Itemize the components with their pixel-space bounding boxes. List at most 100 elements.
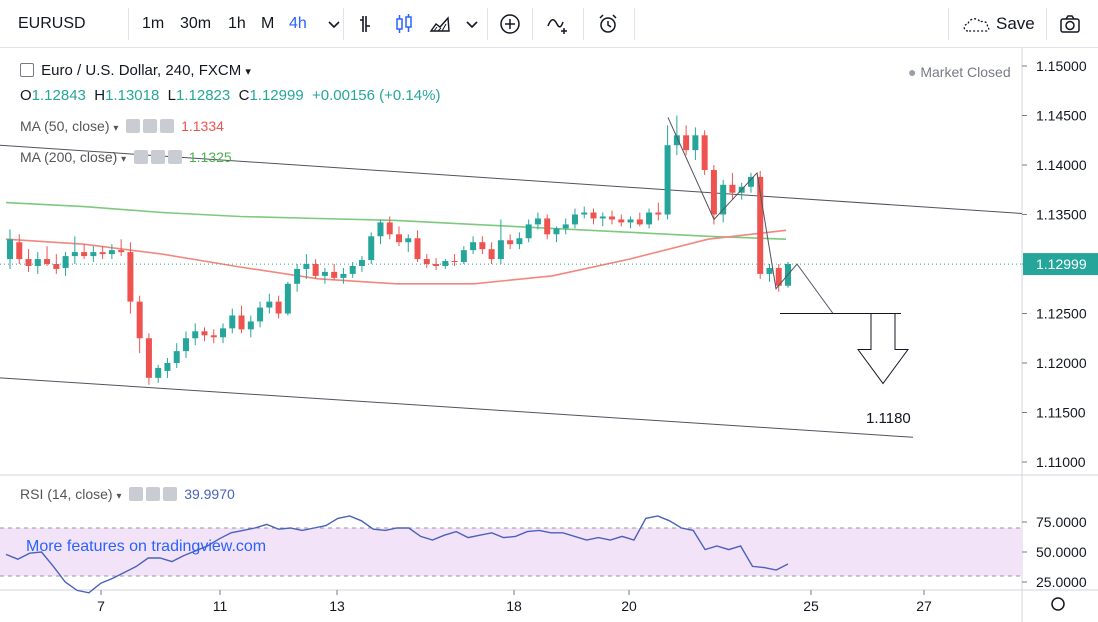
candle-body bbox=[118, 250, 125, 253]
legend-title: Euro / U.S. Dollar, 240, FXCM bbox=[41, 62, 242, 79]
eye-icon[interactable] bbox=[129, 487, 144, 501]
interval-1h[interactable]: 1h bbox=[228, 15, 246, 32]
alarm-icon[interactable] bbox=[596, 12, 620, 36]
symbol-search[interactable]: EURUSD bbox=[18, 15, 86, 32]
low-value: 1.12823 bbox=[176, 87, 231, 104]
time-tick-label: 11 bbox=[213, 598, 228, 614]
candle-body bbox=[53, 264, 60, 269]
toolbar-divider bbox=[343, 8, 344, 40]
candle-body bbox=[90, 252, 97, 257]
close-label: C bbox=[238, 87, 250, 104]
price-tick-label: 1.14000 bbox=[1036, 157, 1087, 173]
market-status-text: Market Closed bbox=[920, 64, 1011, 80]
chevron-down-icon[interactable]: ▾ bbox=[121, 154, 127, 165]
chevron-down-icon[interactable] bbox=[322, 12, 346, 36]
candle-body bbox=[396, 234, 402, 243]
price-tick-label: 1.14500 bbox=[1036, 108, 1087, 124]
candle-body bbox=[136, 301, 143, 339]
chevron-down-icon[interactable]: ▾ bbox=[113, 123, 119, 134]
interval-30m[interactable]: 30m bbox=[180, 15, 212, 32]
candle-body bbox=[646, 212, 653, 225]
collapse-legend-icon[interactable] bbox=[20, 63, 34, 77]
close-icon[interactable] bbox=[167, 150, 182, 164]
rsi-label: RSI (14, close) bbox=[20, 486, 113, 502]
candle-body bbox=[173, 351, 180, 363]
candle-body bbox=[627, 219, 634, 223]
candle-body bbox=[368, 236, 375, 261]
close-value: 1.12999 bbox=[249, 87, 304, 104]
candle-body bbox=[599, 216, 606, 219]
candle-body bbox=[321, 271, 328, 276]
ma50-value: 1.1334 bbox=[181, 118, 224, 134]
gear-icon[interactable] bbox=[143, 119, 158, 133]
candle-body bbox=[377, 222, 384, 237]
area-chart-icon[interactable] bbox=[428, 12, 452, 36]
price-tick-label: 1.15000 bbox=[1036, 58, 1087, 74]
candle-body bbox=[747, 176, 754, 187]
open-value: 1.12843 bbox=[31, 87, 86, 104]
candle-body bbox=[766, 267, 773, 274]
candle-body bbox=[238, 315, 245, 330]
candle-body bbox=[266, 301, 273, 308]
ma200-line bbox=[5, 201, 787, 240]
toolbar-divider bbox=[583, 8, 584, 40]
time-tick-label: 13 bbox=[329, 598, 345, 614]
candle-body bbox=[284, 283, 291, 314]
candle-body bbox=[81, 252, 88, 257]
candle-body bbox=[692, 135, 699, 151]
high-label: H bbox=[94, 87, 106, 104]
tradingview-watermark[interactable]: More features on tradingview.com bbox=[26, 538, 267, 555]
gear-icon[interactable] bbox=[150, 150, 165, 164]
add-indicator-icon[interactable] bbox=[498, 12, 522, 36]
time-tick-label: 27 bbox=[916, 598, 932, 614]
interval-4h[interactable]: 4h bbox=[289, 15, 307, 32]
bar-chart-icon[interactable] bbox=[356, 12, 380, 36]
compare-icon[interactable] bbox=[546, 12, 570, 36]
eye-icon[interactable] bbox=[126, 119, 141, 133]
chevron-down-icon[interactable]: ▾ bbox=[245, 66, 251, 78]
price-tick-label: 1.13500 bbox=[1036, 207, 1087, 223]
gear-icon[interactable] bbox=[146, 487, 161, 501]
candles-icon[interactable] bbox=[392, 12, 416, 36]
price-tick-label: 1.12500 bbox=[1036, 306, 1087, 322]
candle-body bbox=[247, 321, 254, 330]
candle-body bbox=[479, 242, 486, 250]
change-value: +0.00156 (+0.14%) bbox=[312, 87, 441, 104]
candle-body bbox=[220, 328, 227, 338]
chevron-down-icon[interactable] bbox=[460, 12, 484, 36]
candle-body bbox=[405, 238, 412, 243]
candle-body bbox=[544, 218, 551, 235]
candle-body bbox=[470, 242, 477, 251]
eye-icon[interactable] bbox=[133, 150, 148, 164]
candle-body bbox=[145, 338, 152, 378]
close-icon[interactable] bbox=[160, 119, 175, 133]
save-button[interactable]: Save bbox=[996, 14, 1035, 33]
time-tick-label: 18 bbox=[506, 598, 522, 614]
interval-1m[interactable]: 1m bbox=[142, 15, 165, 32]
projection-line bbox=[667, 117, 834, 314]
candle-body bbox=[451, 261, 458, 263]
toolbar-divider bbox=[1046, 8, 1047, 40]
candle-body bbox=[571, 214, 578, 225]
camera-icon[interactable] bbox=[1058, 12, 1082, 36]
gear-icon bbox=[1051, 597, 1065, 611]
cloud-icon[interactable] bbox=[960, 12, 994, 36]
candle-body bbox=[636, 219, 643, 225]
candle-body bbox=[655, 212, 662, 215]
candle-body bbox=[201, 331, 208, 336]
last-price-tag bbox=[1023, 253, 1098, 276]
toolbar-divider bbox=[487, 8, 488, 40]
candle-body bbox=[507, 240, 514, 245]
open-label: O bbox=[20, 87, 32, 104]
price-tick-label: 1.12000 bbox=[1036, 355, 1087, 371]
candle-body bbox=[562, 224, 569, 229]
close-icon[interactable] bbox=[163, 487, 178, 501]
interval-month[interactable]: M bbox=[261, 15, 275, 32]
price-chart[interactable]: 1.150001.145001.140001.135001.130001.125… bbox=[0, 48, 1098, 622]
target-arrow bbox=[857, 313, 909, 385]
candle-body bbox=[182, 338, 189, 352]
chevron-down-icon[interactable]: ▾ bbox=[116, 491, 122, 502]
rsi-value: 39.9970 bbox=[184, 486, 235, 502]
rsi-line bbox=[5, 515, 789, 594]
ma50-line bbox=[5, 229, 787, 285]
